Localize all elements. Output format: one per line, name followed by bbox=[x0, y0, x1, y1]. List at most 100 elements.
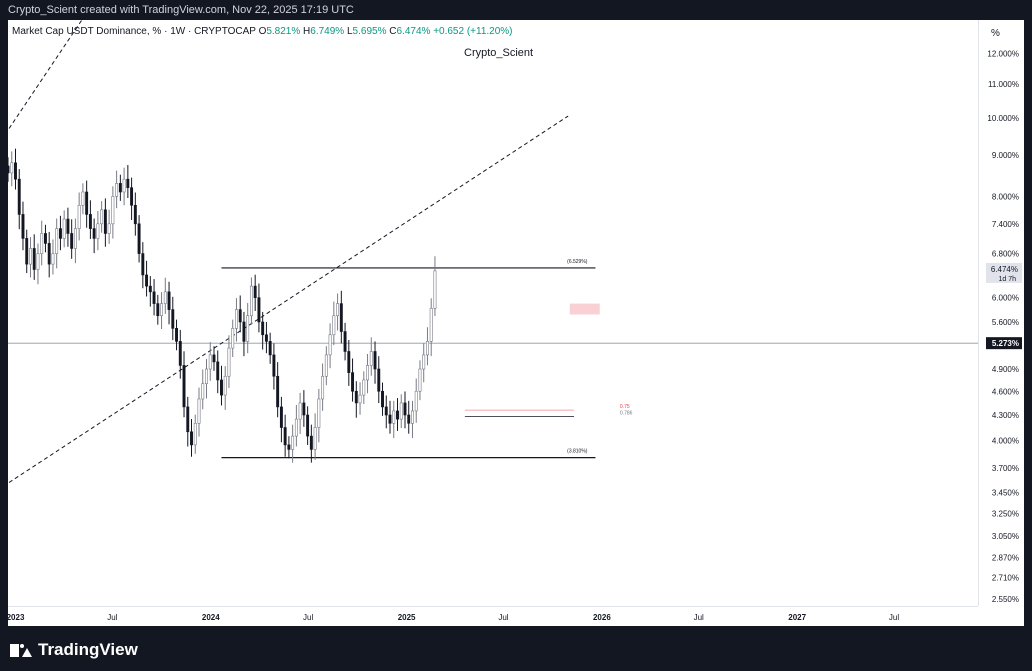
candle-up bbox=[201, 383, 205, 400]
candle-down bbox=[403, 402, 407, 416]
candle-up bbox=[422, 354, 426, 370]
candle-up bbox=[163, 291, 167, 304]
price-tick-label: 8.000% bbox=[992, 192, 1019, 201]
price-tick-label: 2.550% bbox=[992, 595, 1019, 604]
price-tick-label: 3.700% bbox=[992, 464, 1019, 473]
candle-up bbox=[294, 418, 298, 437]
candle-up bbox=[298, 402, 302, 420]
candle-down bbox=[137, 223, 141, 254]
candle-up bbox=[418, 368, 422, 392]
close-value: 6.474% bbox=[396, 26, 431, 37]
candle-up bbox=[100, 209, 104, 225]
candle-down bbox=[58, 228, 62, 239]
fib-level-label: 0.75 bbox=[620, 404, 630, 410]
credit-text: Crypto_Scient created with TradingView.c… bbox=[8, 4, 354, 16]
candle-up bbox=[223, 375, 227, 396]
candle-down bbox=[103, 209, 107, 234]
author-watermark: Crypto_Scient bbox=[464, 47, 534, 59]
price-tick-label: 9.000% bbox=[992, 151, 1019, 160]
candle-down bbox=[220, 379, 223, 396]
tradingview-logo[interactable]: TradingView bbox=[10, 640, 138, 660]
time-axis[interactable] bbox=[8, 606, 978, 627]
candle-down bbox=[14, 162, 17, 180]
candle-down bbox=[306, 414, 310, 437]
candle-up bbox=[358, 394, 362, 404]
candle-down bbox=[279, 406, 283, 428]
price-tick-label: 4.000% bbox=[992, 436, 1019, 445]
candle-down bbox=[190, 431, 193, 446]
candle-down bbox=[212, 354, 216, 363]
candle-down bbox=[17, 178, 21, 215]
symbol-name: Market Cap USDT Dominance, % · 1W · CRYP… bbox=[12, 26, 256, 37]
candle-up bbox=[205, 368, 208, 384]
time-tick-label: Jul bbox=[303, 613, 313, 622]
candle-up bbox=[231, 328, 235, 349]
trend-line bbox=[8, 20, 83, 129]
candle-down bbox=[407, 414, 411, 424]
candle-up bbox=[328, 334, 332, 356]
high-label: H bbox=[303, 26, 311, 37]
candle-down bbox=[88, 214, 92, 229]
low-value: 5.695% bbox=[352, 26, 387, 37]
candle-up bbox=[197, 398, 201, 424]
candle-down bbox=[182, 365, 186, 408]
time-tick-label: Jul bbox=[498, 613, 508, 622]
price-axis[interactable] bbox=[978, 20, 1025, 606]
candle-down bbox=[175, 328, 178, 342]
horizontal-level-label: (3.810%) bbox=[567, 449, 588, 455]
candle-down bbox=[118, 183, 122, 193]
candle-down bbox=[186, 406, 190, 433]
price-tick-label: 10.000% bbox=[987, 114, 1019, 123]
candle-down bbox=[302, 402, 306, 416]
candle-up bbox=[246, 315, 250, 342]
candle-up bbox=[321, 375, 325, 400]
candle-down bbox=[133, 204, 137, 225]
candle-up bbox=[369, 351, 373, 366]
candle-down bbox=[66, 218, 70, 234]
change-value: +0.652 (+11.20%) bbox=[433, 26, 513, 37]
candle-down bbox=[264, 334, 268, 342]
supply-zone bbox=[569, 303, 600, 315]
candle-up bbox=[36, 253, 40, 270]
percent-scale-label[interactable]: % bbox=[991, 28, 1000, 39]
fib-level-label: 0.786 bbox=[620, 411, 633, 417]
price-tick-label: 3.050% bbox=[992, 532, 1019, 541]
price-tick-label: 4.300% bbox=[992, 411, 1019, 420]
candle-up bbox=[55, 228, 59, 254]
candle-down bbox=[152, 291, 156, 304]
crosshair-price-value: 5.273% bbox=[992, 339, 1019, 348]
price-tick-label: 7.400% bbox=[992, 220, 1019, 229]
candle-down bbox=[141, 253, 145, 276]
candle-down bbox=[216, 361, 220, 381]
candle-down bbox=[32, 248, 36, 270]
candle-down bbox=[43, 233, 47, 244]
price-tick-label: 5.600% bbox=[992, 318, 1019, 327]
horizontal-level-label: (6.529%) bbox=[567, 259, 588, 265]
candle-down bbox=[381, 390, 384, 408]
tradingview-logo-icon bbox=[10, 643, 32, 657]
candle-down bbox=[21, 214, 25, 239]
candle-down bbox=[171, 309, 175, 329]
candle-down bbox=[92, 228, 96, 239]
candle-down bbox=[25, 238, 29, 265]
chart-frame[interactable]: Market Cap USDT Dominance, % · 1W · CRYP… bbox=[8, 20, 1024, 626]
candle-down bbox=[377, 368, 381, 392]
close-label: C bbox=[389, 26, 397, 37]
candle-down bbox=[148, 285, 152, 293]
candle-up bbox=[392, 410, 396, 424]
price-tick-label: 6.800% bbox=[992, 250, 1019, 259]
candle-down bbox=[261, 321, 265, 336]
price-tick-label: 2.710% bbox=[992, 574, 1019, 583]
candle-down bbox=[70, 233, 74, 249]
price-tick-label: 12.000% bbox=[987, 50, 1019, 59]
low-label: L bbox=[346, 26, 353, 37]
time-tick-label: 2024 bbox=[202, 613, 220, 622]
candle-up bbox=[208, 354, 212, 370]
price-tick-label: 4.600% bbox=[992, 387, 1019, 396]
price-tick-label: 6.000% bbox=[992, 294, 1019, 303]
candle-up bbox=[62, 218, 66, 239]
candle-down bbox=[384, 406, 388, 416]
candle-up bbox=[40, 233, 44, 254]
candlestick-chart[interactable]: 12.000% 11.000% 10.000% 9.000% 8.000% 7.400% 6… bbox=[8, 20, 1024, 626]
footer-bar bbox=[0, 626, 1032, 671]
